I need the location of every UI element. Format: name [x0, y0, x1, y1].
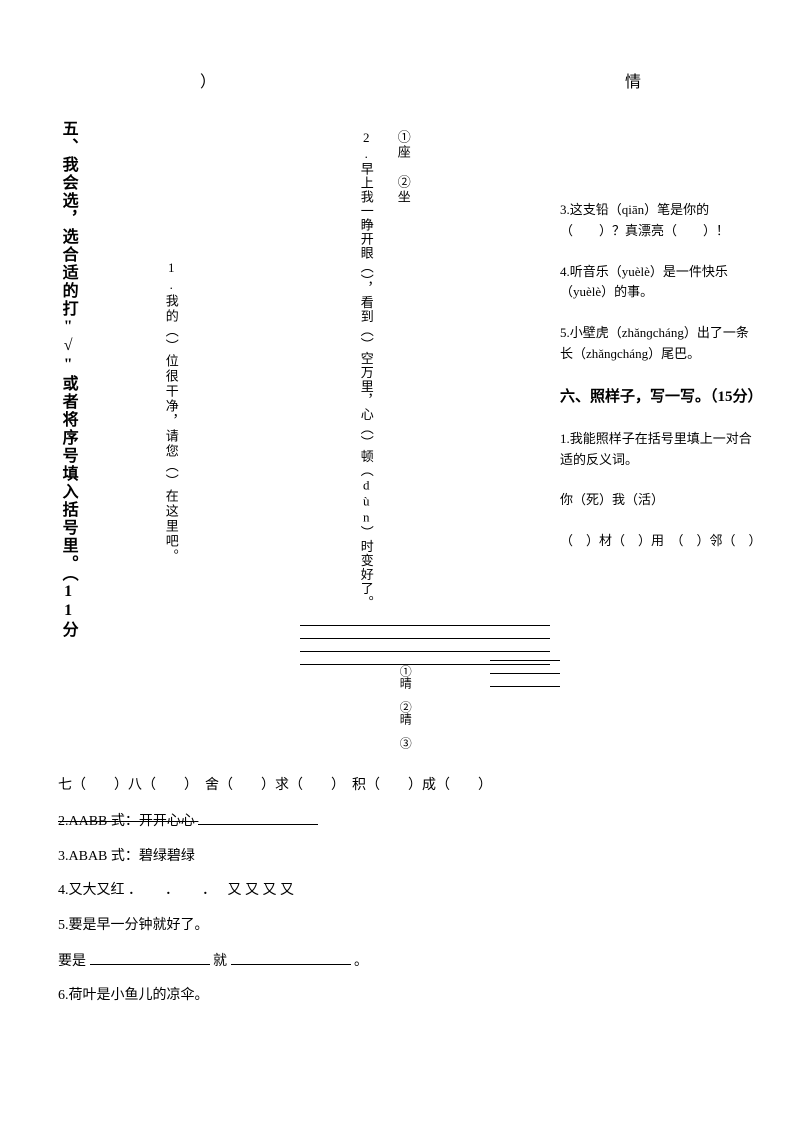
section6-q1-prefix: 1.我能照样子在括号里填上一对合适的反义词。: [560, 429, 760, 471]
bottom-row-1: 七（ ）八（ ） 舍（ ）求（ ） 积（ ）成（ ）: [58, 775, 748, 797]
row4-you1: 又: [228, 883, 242, 898]
bottom-row-2: 2.AABB 式：开开心心: [58, 809, 748, 833]
row6-blank1[interactable]: [90, 949, 210, 965]
row7-content: 6.荷叶是小鱼儿的凉伞。: [58, 988, 209, 1003]
blank-line: [490, 673, 560, 674]
section5-q1: 1.我的（）位很干净，请您（）在这里吧。: [160, 260, 181, 564]
blank-line: [300, 638, 550, 639]
blank-line: [300, 651, 550, 652]
row4-you4: 又: [280, 883, 294, 898]
section5-q2: 2.早上我一睁开眼（），看到（）空万里，心（）顿（dùn）时变好了。: [355, 130, 376, 660]
row5-content: 5.要是早一分钟就好了。: [58, 918, 209, 933]
section6-title: 六、照样子，写一写。（15分）: [560, 385, 760, 409]
row6-blank2[interactable]: [231, 949, 351, 965]
row6-mid: 就: [213, 954, 227, 969]
section5-q3: 3.这支铅（qiān）笔是你的（ ）？真漂亮（ ）！: [560, 200, 760, 242]
section5-title: 五、我会选，选合适的打"√"或者将序号填入括号里。（11分: [55, 120, 81, 639]
bottom-row-7: 6.荷叶是小鱼儿的凉伞。: [58, 985, 748, 1007]
row2-label: 2.AABB 式：开开心心: [58, 814, 195, 829]
bottom-row-6: 要是 就 。: [58, 949, 748, 973]
qing-character: 情: [625, 70, 641, 96]
row4-label: 4.又大又红: [58, 883, 125, 898]
bottom-row-3: 3.ABAB 式：碧绿碧绿: [58, 846, 748, 868]
row1-content: 七（ ）八（ ） 舍（ ）求（ ） 积（ ）成（ ）: [58, 778, 492, 793]
row4-you3: 又: [263, 883, 277, 898]
bottom-row-5: 5.要是早一分钟就好了。: [58, 915, 748, 937]
section5-q2-options2: ①晴 ②晴 ③: [395, 665, 414, 749]
row4-you2: 又: [245, 883, 259, 898]
row4-dots: ． ． ．: [128, 883, 224, 898]
closing-paren: ）: [200, 70, 216, 96]
blank-line: [300, 625, 550, 626]
section5-q4: 4.听音乐（yuèlè）是一件快乐（yuèlè）的事。: [560, 262, 760, 304]
row3-content: 3.ABAB 式：碧绿碧绿: [58, 849, 195, 864]
section5-q5: 5.小壁虎（zhǎnɡcháng）出了一条长（zhǎnɡcháng）尾巴。: [560, 323, 760, 365]
section6-blanks1: （ ）材（ ）用 （ ）邻（ ）: [560, 531, 760, 552]
row2-blank[interactable]: [198, 809, 318, 825]
blank-line: [490, 686, 560, 687]
blank-line: [490, 660, 560, 661]
section5-q2-options: ①座 ②坐: [392, 130, 413, 205]
section6-example1: 你（死）我（活）: [560, 490, 760, 511]
bottom-row-4: 4.又大又红 ． ． ． 又 又 又 又: [58, 880, 748, 902]
row6-label: 要是: [58, 954, 86, 969]
row6-end: 。: [354, 954, 368, 969]
